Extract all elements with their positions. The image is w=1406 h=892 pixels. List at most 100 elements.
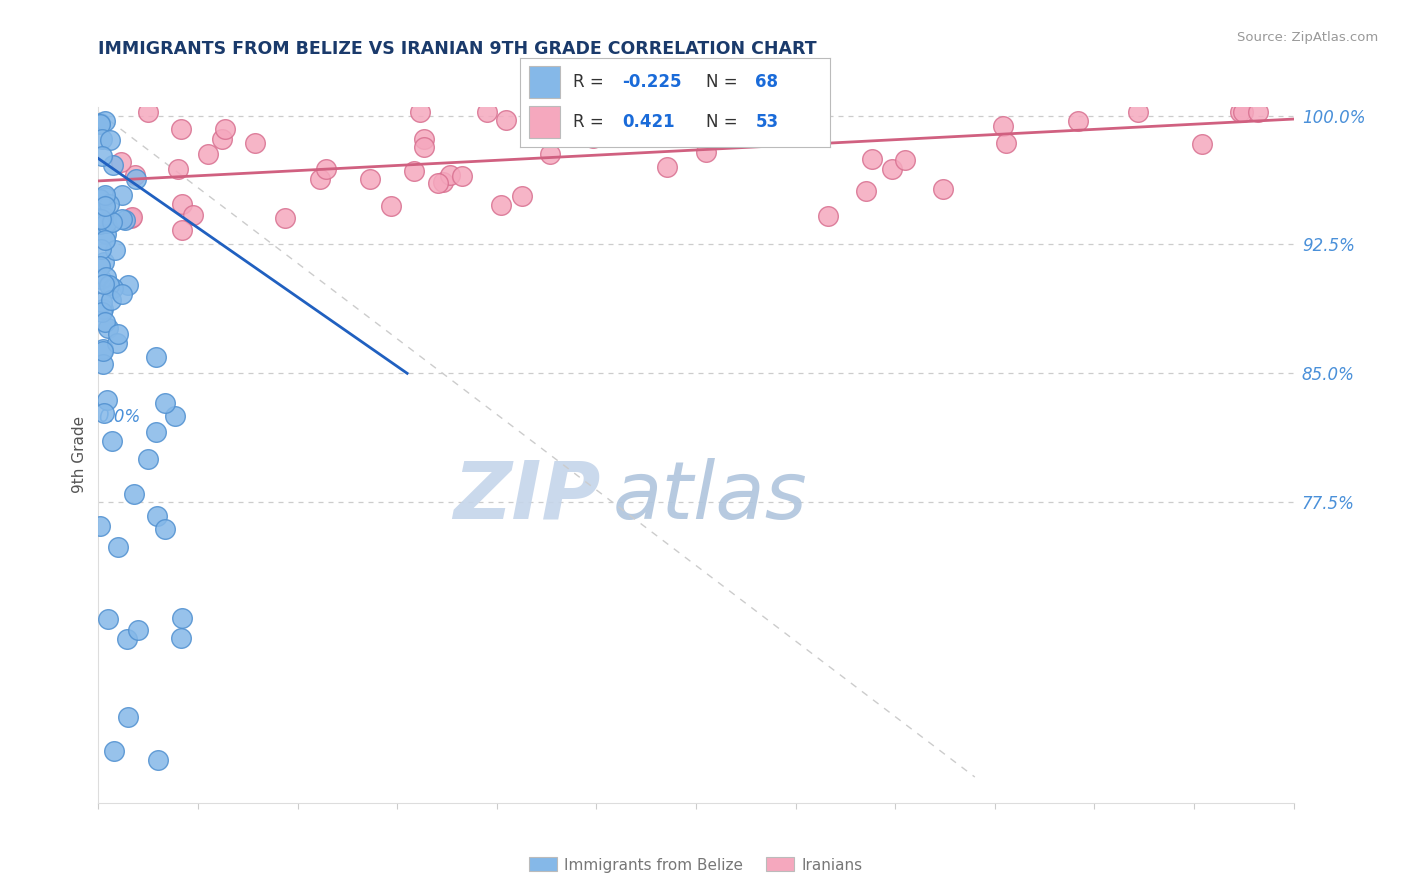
Text: 53: 53	[755, 113, 779, 131]
Point	[103, 744, 125, 758]
Point	[1191, 137, 1213, 152]
Point	[1126, 105, 1149, 120]
Point	[172, 196, 194, 211]
Point	[89, 217, 111, 231]
Point	[111, 188, 134, 202]
Point	[309, 172, 332, 186]
Point	[655, 160, 678, 174]
Text: 0.421: 0.421	[623, 113, 675, 131]
Point	[97, 320, 120, 334]
Point	[107, 540, 129, 554]
Point	[101, 434, 124, 449]
Point	[90, 132, 112, 146]
Point	[145, 425, 167, 440]
Point	[893, 153, 915, 168]
Point	[90, 148, 112, 162]
Point	[136, 105, 159, 120]
Point	[427, 176, 450, 190]
Point	[148, 753, 170, 767]
Point	[145, 350, 167, 364]
Point	[125, 171, 148, 186]
Point	[91, 344, 114, 359]
Point	[115, 632, 138, 646]
Point	[167, 162, 190, 177]
Point	[98, 278, 121, 293]
Point	[93, 277, 115, 291]
Text: atlas: atlas	[612, 458, 807, 536]
Point	[181, 208, 204, 222]
Point	[91, 342, 114, 356]
Point	[93, 255, 115, 269]
Point	[510, 189, 533, 203]
Point	[91, 357, 114, 371]
Point	[117, 710, 139, 724]
Point	[1247, 105, 1270, 120]
Point	[127, 624, 149, 638]
Point	[97, 612, 120, 626]
Point	[451, 169, 474, 183]
Point	[111, 212, 134, 227]
Point	[882, 162, 904, 177]
Point	[145, 509, 167, 524]
Point	[932, 182, 955, 196]
Point	[91, 294, 114, 309]
Point	[96, 216, 118, 230]
Point	[582, 131, 605, 145]
Point	[94, 187, 117, 202]
Point	[94, 227, 117, 241]
Point	[214, 122, 236, 136]
Point	[993, 119, 1015, 133]
Point	[104, 243, 127, 257]
FancyBboxPatch shape	[530, 106, 561, 138]
Point	[413, 140, 436, 154]
Point	[93, 233, 115, 247]
Point	[93, 315, 115, 329]
Point	[124, 168, 146, 182]
Text: N =: N =	[706, 73, 742, 91]
Point	[315, 161, 337, 176]
Text: 68: 68	[755, 73, 779, 91]
Text: N =: N =	[706, 113, 742, 131]
Point	[170, 631, 193, 645]
Point	[90, 272, 112, 286]
Point	[1067, 113, 1090, 128]
Point	[111, 287, 134, 301]
Point	[90, 211, 112, 226]
Point	[860, 152, 883, 166]
Point	[100, 293, 122, 307]
Point	[617, 106, 640, 120]
Point	[170, 223, 193, 237]
Point	[155, 523, 177, 537]
Point	[245, 136, 267, 150]
Point	[413, 131, 436, 145]
Point	[817, 209, 839, 223]
Legend: Immigrants from Belize, Iranians: Immigrants from Belize, Iranians	[523, 851, 869, 879]
Point	[89, 519, 111, 533]
Y-axis label: 9th Grade: 9th Grade	[72, 417, 87, 493]
Point	[96, 392, 118, 407]
Point	[89, 117, 111, 131]
Point	[98, 196, 121, 211]
Point	[89, 260, 111, 274]
Point	[1232, 105, 1254, 120]
Point	[100, 215, 122, 229]
Point	[107, 326, 129, 341]
Point	[103, 158, 125, 172]
Point	[91, 215, 114, 229]
Point	[114, 213, 136, 227]
Point	[120, 211, 142, 225]
Point	[124, 486, 146, 500]
Point	[380, 199, 402, 213]
Text: IMMIGRANTS FROM BELIZE VS IRANIAN 9TH GRADE CORRELATION CHART: IMMIGRANTS FROM BELIZE VS IRANIAN 9TH GR…	[98, 40, 817, 58]
Point	[197, 147, 219, 161]
Point	[121, 210, 143, 224]
Text: -0.225: -0.225	[623, 73, 682, 91]
Point	[855, 184, 877, 198]
Point	[94, 270, 117, 285]
FancyBboxPatch shape	[530, 66, 561, 98]
Point	[90, 304, 112, 318]
Point	[211, 132, 233, 146]
Point	[91, 301, 114, 316]
Point	[477, 105, 499, 120]
Text: ZIP: ZIP	[453, 458, 600, 536]
